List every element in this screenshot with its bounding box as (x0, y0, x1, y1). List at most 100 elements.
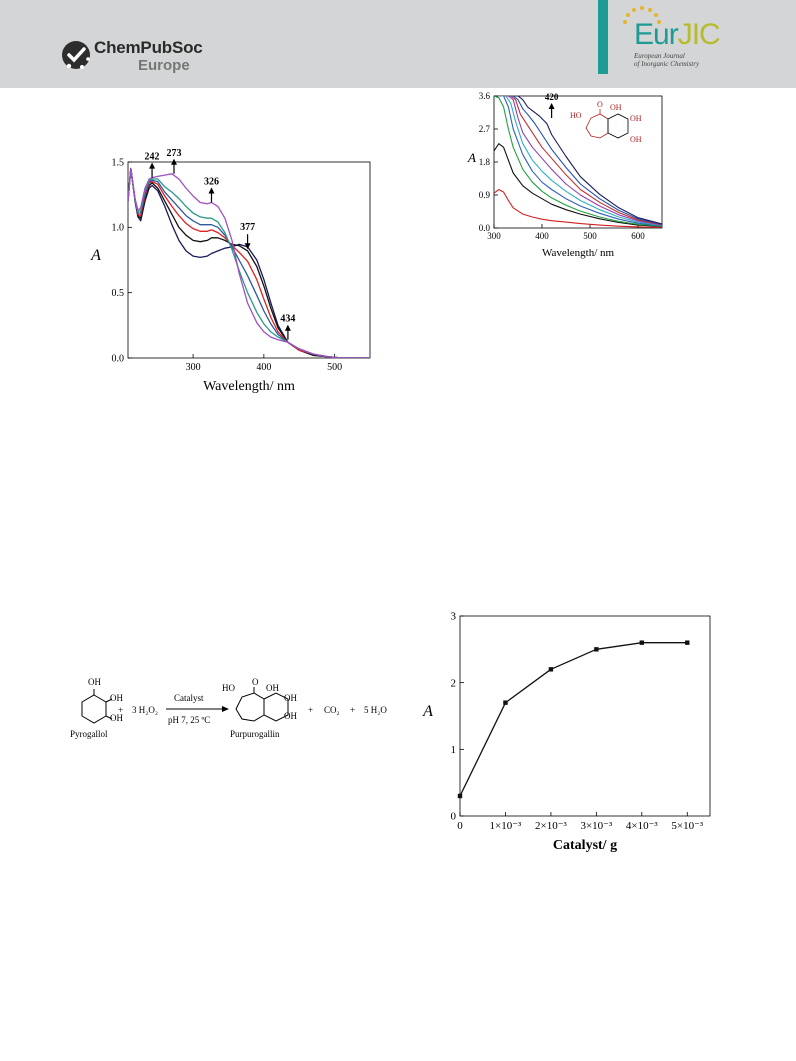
y-tick-label: 1.0 (112, 223, 125, 234)
annotation-arrowhead (244, 243, 251, 250)
x-tick-label: 1×10⁻³ (490, 820, 523, 832)
inset-ring-six (607, 113, 629, 139)
plus-sign-2: + (308, 705, 314, 715)
pyrogallol-oh-top: OH (88, 677, 101, 687)
plot-frame (127, 161, 371, 359)
series-line-0 (460, 642, 688, 797)
series-line-5 (503, 96, 662, 226)
annotation-label: 420 (545, 92, 559, 102)
y-tick-label: 1 (451, 744, 457, 756)
product-oh-2: OH (284, 693, 297, 703)
series-line-2 (494, 96, 662, 227)
series-line-2 (128, 167, 370, 358)
journal-name: EurJIC (634, 18, 721, 52)
product-name: Purpurogallin (230, 729, 280, 739)
x-tick-label: 2×10⁻³ (535, 820, 568, 832)
annotation-arrowhead (170, 158, 177, 165)
publisher-name: ChemPubSoc (94, 38, 203, 57)
journal-subtitle-line2: of Inorganic Chemistry (634, 60, 700, 68)
x-axis-label: Wavelength/ nm (542, 247, 615, 259)
journal-logo: EurJIC European Journal of Inorganic Che… (614, 4, 754, 74)
series-line-6 (506, 96, 662, 226)
y-tick-label: 1.8 (479, 157, 491, 167)
annotation-arrowhead (548, 103, 555, 109)
x-tick-label: 500 (327, 362, 342, 373)
annotation-arrowhead (149, 162, 156, 169)
y-tick-label: 2.7 (479, 124, 491, 134)
purpurogallin-spectra-chart: 300 400 500 600 0.0 0.9 1.8 2.7 3.6 420 Wavelength… (467, 91, 663, 259)
journal-accent-bar (598, 0, 608, 74)
annotation-arrowhead (208, 187, 215, 194)
x-axis-label: Wavelength/ nm (203, 379, 295, 394)
publisher-logo: ChemPubSoc Europe (60, 36, 203, 80)
y-tick-label: 0.0 (112, 353, 125, 364)
reaction-scheme: OH OH OH Pyrogallol + 3 H₂O₂ Catalyst pH… (70, 675, 400, 755)
arrow-condition-ph: pH 7, 25 ºC (168, 715, 211, 725)
pyrogallol-oh-bottom: OH (110, 713, 123, 723)
x-tick-label: 400 (256, 362, 271, 373)
pyrogallol-structure-icon (81, 689, 113, 724)
reactant-name: Pyrogallol (70, 729, 108, 739)
plus-sign-1: + (118, 705, 124, 715)
journal-subtitle: European Journal of Inorganic Chemistry (634, 52, 744, 68)
y-axis-label: A (90, 247, 101, 264)
y-tick-label: 3.6 (479, 91, 491, 101)
y-axis-label: A (467, 150, 476, 165)
absorbance-vs-catalyst-chart: 0 1×10⁻³ 2×10⁻³ 3×10⁻³ 4×10⁻³ 5×10⁻³ 0 1 2 3 Catal… (422, 611, 711, 853)
series-group (128, 167, 370, 358)
purpurogallin-inset-icon: HO O OH OH OH (570, 100, 642, 144)
inset-structure-label: OH (610, 103, 622, 112)
x-tick-label: 4×10⁻³ (626, 820, 659, 832)
reaction-arrow-icon (166, 706, 229, 712)
arrow-condition-catalyst: Catalyst (174, 693, 204, 703)
product-oh-1: OH (266, 683, 279, 693)
inset-ring-seven (585, 113, 609, 139)
series-line-1 (494, 143, 662, 228)
inset-structure-label: HO (570, 111, 582, 120)
journal-subtitle-line1: European Journal (634, 52, 685, 60)
annotation-label: 326 (204, 177, 219, 188)
inset-structure-label: OH (630, 135, 642, 144)
annotation-arrowhead (284, 324, 291, 331)
annotation-label: 242 (145, 152, 160, 163)
eu-stars-icon (623, 6, 661, 24)
y-tick-label: 0 (451, 811, 457, 823)
x-tick-label: 3×10⁻³ (580, 820, 613, 832)
pyrogallol-oh-right: OH (110, 693, 123, 703)
x-tick-label: 300 (186, 362, 201, 373)
product-ho: HO (222, 683, 235, 693)
page-header: ChemPubSoc Europe EurJIC European Journa… (0, 0, 796, 88)
data-point (503, 700, 508, 705)
x-tick-label: 600 (631, 231, 645, 241)
x-tick-label: 300 (487, 231, 501, 241)
product-o: O (252, 677, 259, 687)
series-line-0 (494, 188, 662, 228)
annotation-label: 273 (166, 148, 181, 159)
y-tick-label: 0.5 (112, 288, 125, 299)
plot-frame (459, 615, 711, 817)
data-point (548, 667, 554, 672)
series-group (494, 96, 662, 228)
y-axis-label: A (422, 703, 433, 720)
purpurogallin-structure-icon (235, 687, 289, 722)
data-point (457, 793, 463, 799)
data-point (639, 640, 645, 645)
plus-sign-3: + (350, 705, 356, 715)
annotation-label: 377 (240, 222, 255, 233)
y-tick-label: 3 (451, 611, 457, 623)
publisher-region: Europe (138, 57, 190, 74)
series-group (460, 642, 688, 797)
inset-structure-label: O (597, 100, 603, 109)
series-line-4 (501, 96, 662, 226)
series-line-8 (513, 96, 662, 225)
y-tick-label: 2 (451, 677, 457, 689)
inset-structure-label: OH (630, 114, 642, 123)
x-tick-label: 400 (535, 231, 549, 241)
journal-name-eur: Eur (634, 18, 679, 51)
series-line-3 (498, 96, 662, 227)
data-point (594, 647, 599, 652)
annotation-label: 434 (280, 314, 295, 325)
uv-vis-spectra-chart: 300 400 500 0.0 0.5 1.0 1.5 242 273 326 377 434 Wave… (90, 148, 371, 394)
reagent-h2o2: 3 H₂O₂ (132, 705, 159, 715)
series-line-7 (508, 96, 662, 225)
